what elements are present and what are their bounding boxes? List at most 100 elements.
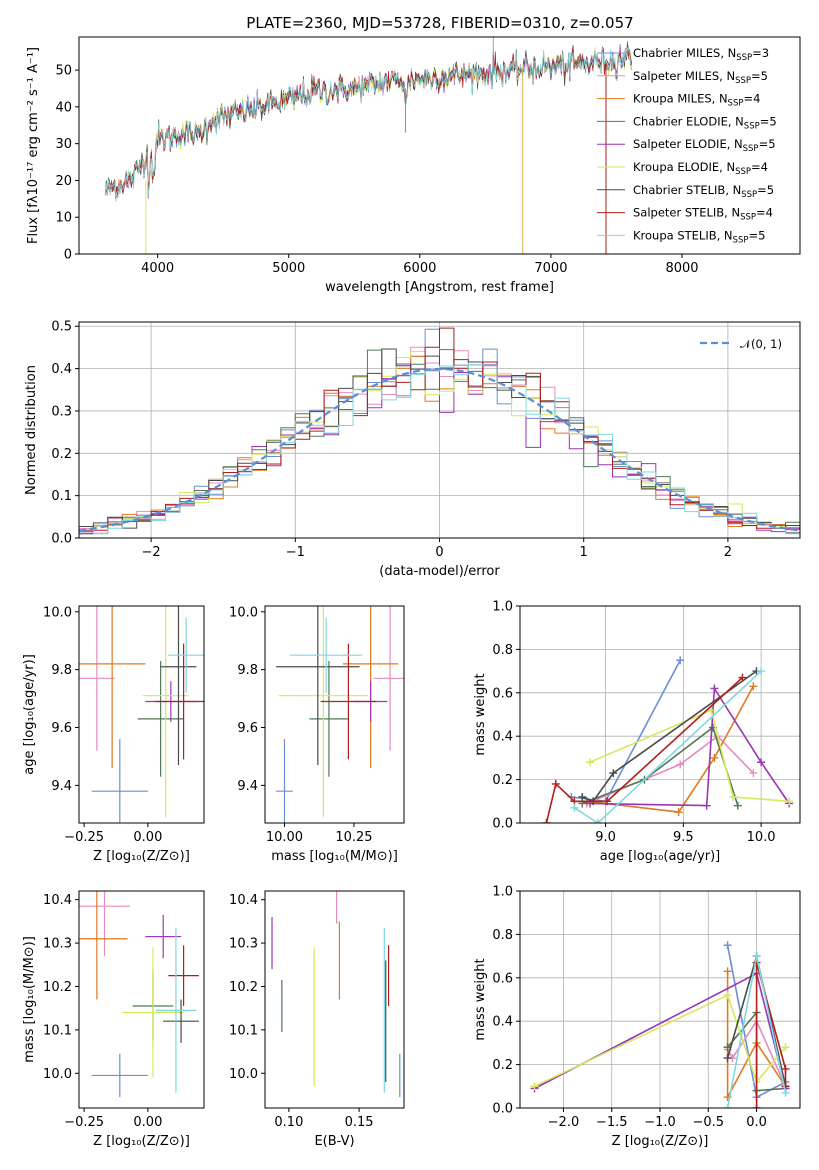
y-tick-label: 1.0 [492,885,513,900]
weight-marker [674,808,683,817]
spectrum-line [104,46,632,198]
legend-entry: Kroupa STELIB, NSSP=5 [633,228,765,245]
weight-marker [707,706,716,715]
y-tick-label: 10 [55,211,72,226]
y-tick-label: 0.2 [492,1058,513,1073]
weight-marker [729,792,738,801]
legend-entry: Salpeter STELIB, NSSP=4 [633,206,773,223]
weight-marker [530,1082,539,1091]
x-tick-label: −0.25 [64,1115,104,1130]
y-tick-label: 0.8 [492,928,513,943]
weight-marker [676,656,685,665]
weight-marker [723,941,732,950]
axes-frame [264,605,405,824]
errorbar-point [168,945,199,1007]
weight-marker [609,769,618,778]
plot-area [530,941,790,1108]
errorbar-point [142,606,189,818]
y-tick-label: 10.3 [229,937,258,952]
x-axis-label: Z [log₁₀(Z/Z⊙)] [93,1134,190,1149]
weight-marker [710,684,719,693]
errorbar-point [276,739,293,823]
y-tick-label: 10.4 [43,893,72,908]
y-tick-label: 30 [55,137,72,152]
errorbar-point [91,739,148,823]
errorbar-point [373,606,404,751]
errorbar-point [79,606,146,769]
y-tick-label: 0.4 [51,362,72,377]
histogram-step [79,351,800,528]
x-tick-label: 1 [580,545,588,560]
x-tick-label: 10.00 [266,830,303,845]
plot-area [276,606,404,823]
y-tick-label: 10.4 [229,893,258,908]
x-axis-label: (data-model)/error [379,564,500,579]
x-tick-label: 8000 [665,261,698,276]
weight-marker [738,673,747,682]
errorbar-point [145,914,182,959]
errorbar-point [91,1053,148,1098]
x-tick-label: −2 [142,545,161,560]
legend: Chabrier MILES, NSSP=3 Salpeter MILES, NS… [597,46,777,245]
weight-line [726,1019,787,1087]
weight-marker [752,1104,761,1108]
spectrum-line [104,47,632,199]
y-tick-label: 0.0 [492,1102,513,1117]
y-tick-label: 10.0 [43,605,72,620]
y-tick-label: 9.8 [237,663,258,678]
legend: 𝒩(0, 1) [700,337,782,351]
panel-residuals: −2 −1 0 1 2 0.0 0.1 0.2 0.3 0.4 0.5 (data-model)/er… [24,320,801,579]
y-tick-label: 10.1 [229,1023,258,1038]
y-tick-label: 10.0 [229,1067,258,1082]
x-tick-label: −0.25 [64,830,104,845]
weight-marker [757,667,766,676]
y-tick-label: 0.6 [492,971,513,986]
y-tick-label: 10.0 [43,1067,72,1082]
y-tick-label: 0.1 [51,489,72,504]
weight-marker [723,1104,732,1108]
y-tick-label: 50 [55,64,72,79]
y-tick-label: 0.6 [492,686,513,701]
weight-marker [578,792,587,801]
weight-marker [570,803,579,812]
normal-curve [79,367,800,532]
x-tick-label: 10.25 [335,830,372,845]
errorbar-point [79,606,115,751]
x-tick-label: 0.10 [274,1115,303,1130]
y-tick-label: 0.5 [51,320,72,335]
weight-marker [723,967,732,976]
figure-title: PLATE=2360, MJD=53728, FIBERID=0310, z=0… [246,14,633,32]
errorbar-point [276,606,360,766]
weight-marker [781,1088,790,1097]
errorbar-point [278,606,368,818]
x-tick-label: 0.0 [746,1115,767,1130]
legend-entry: Salpeter ELODIE, NSSP=5 [633,137,776,154]
x-tick-label: 0.00 [133,830,162,845]
x-tick-label: −1.0 [644,1115,676,1130]
y-tick-label: 10.1 [43,1023,72,1038]
weight-line [755,962,787,1108]
weight-marker [603,797,612,806]
weight-marker [586,758,594,767]
errorbar-point [79,891,128,1000]
weight-marker [781,1043,790,1052]
errorbar-point [137,660,184,777]
x-tick-label: 6000 [403,261,436,276]
weight-marker [676,760,685,769]
x-axis-label: E(B-V) [314,1134,354,1149]
y-tick-label: 0.2 [492,773,513,788]
axes-frame [519,605,801,824]
axes-frame [78,36,801,255]
x-tick-label: 9.5 [673,830,694,845]
axes-frame [78,890,205,1109]
errorbar-point [79,891,131,957]
errorbar-point [155,643,204,760]
x-axis-label: Z [log₁₀(Z/Z⊙)] [612,1134,709,1149]
x-tick-label: 9.0 [595,830,616,845]
x-axis-label: mass [log₁₀(M/M⊙)] [271,849,398,864]
legend-entry: 𝒩(0, 1) [740,337,782,351]
panel-spectrum: 4000 5000 6000 7000 8000 0 10 20 30 40 50 wavelengt… [26,36,801,295]
y-tick-label: 9.4 [51,779,72,794]
y-tick-label: 0.4 [492,730,513,745]
